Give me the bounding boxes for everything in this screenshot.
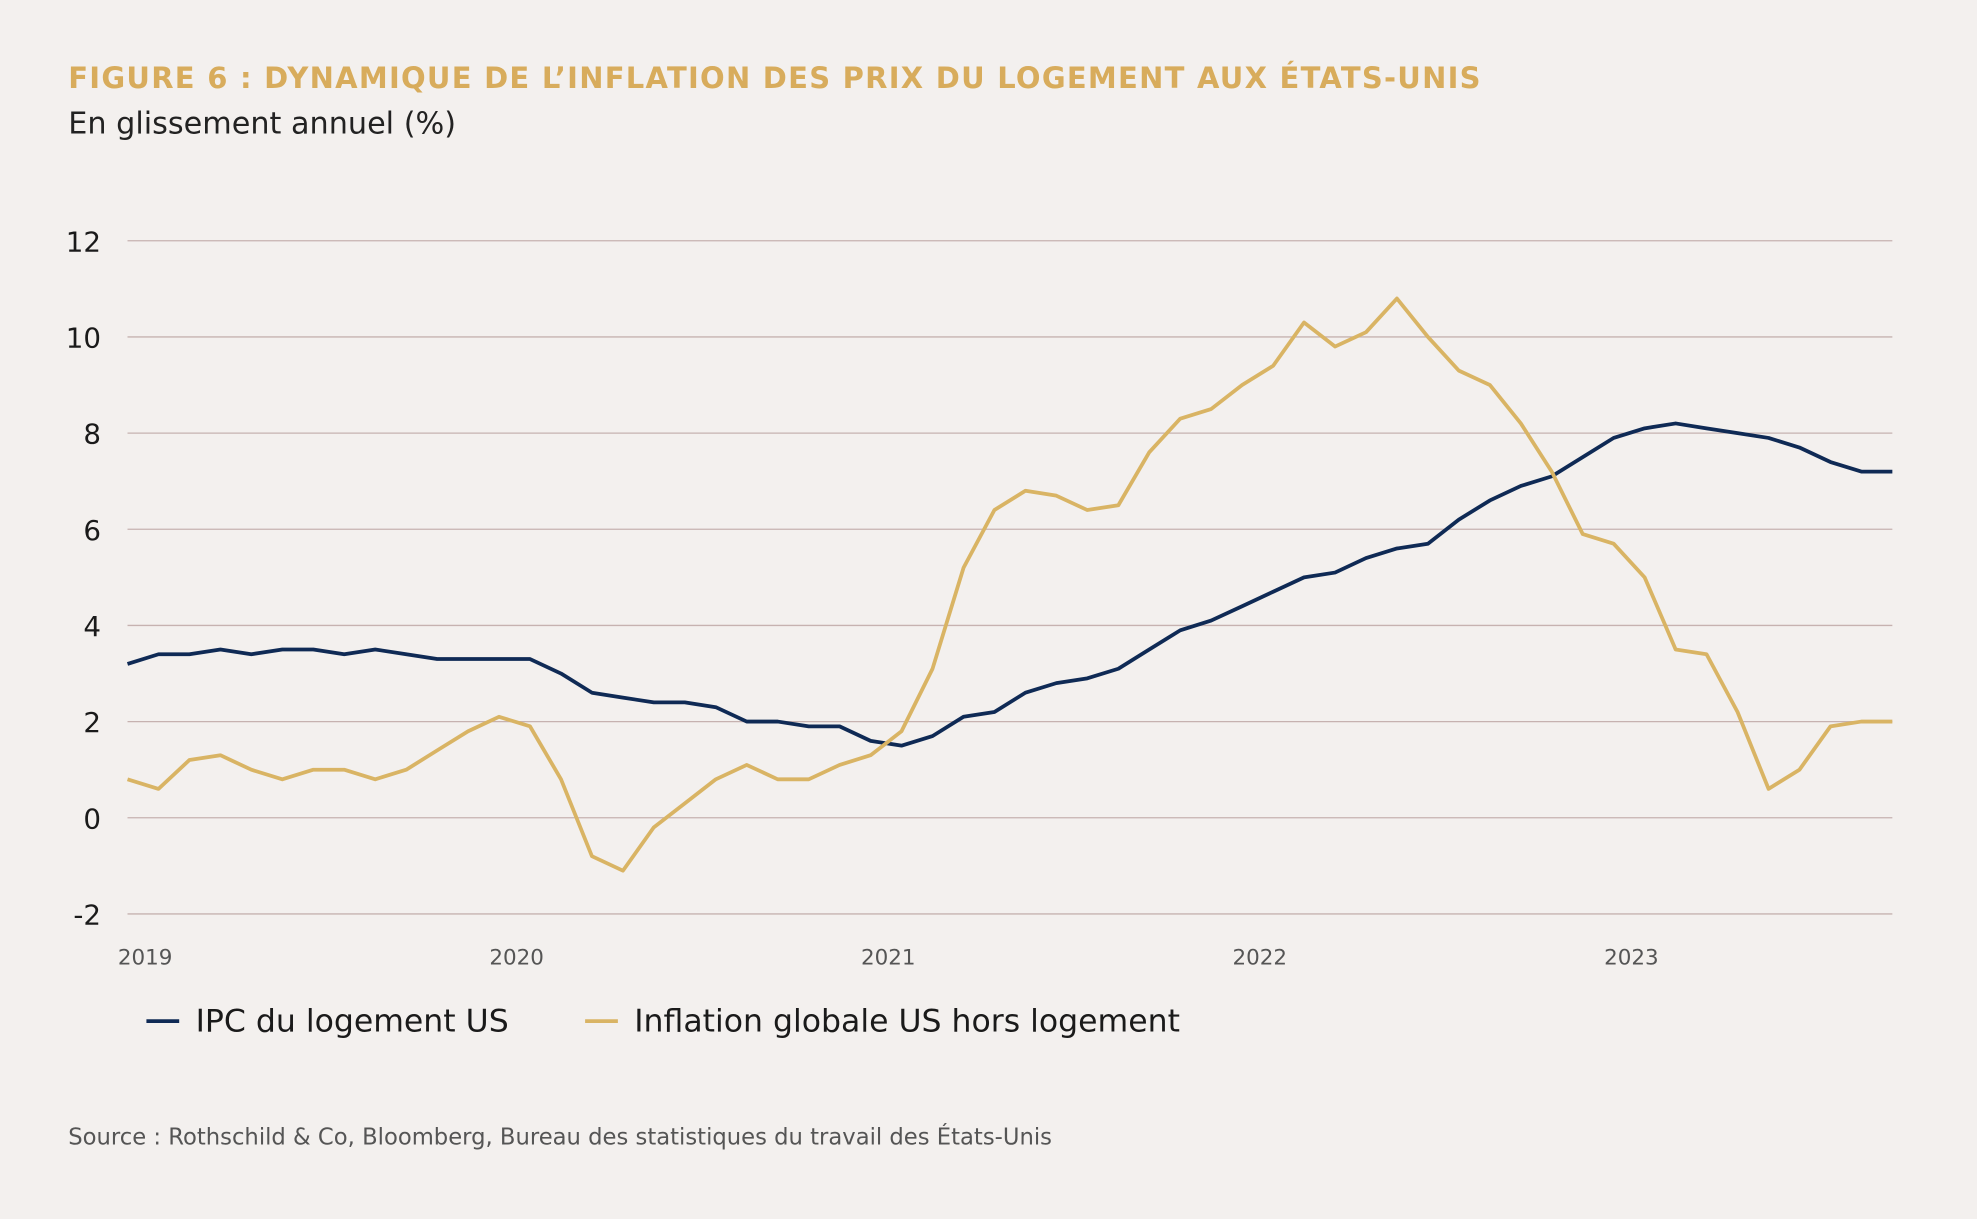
legend-label: Inflation globale US hors logement <box>634 1003 1180 1039</box>
y-tick-label: 2 <box>83 706 101 739</box>
y-tick-label: 8 <box>83 418 101 451</box>
series-line <box>126 296 1893 873</box>
y-tick-label: 6 <box>83 514 101 547</box>
series-line <box>126 421 1893 748</box>
x-tick-label: 2020 <box>489 945 544 970</box>
y-tick-label: 4 <box>83 610 101 643</box>
y-tick-label: 12 <box>66 225 101 258</box>
y-tick-label: 0 <box>83 802 101 835</box>
y-tick-label: 10 <box>66 321 101 354</box>
x-tick-label: 2023 <box>1604 945 1659 970</box>
y-tick-label: -2 <box>73 898 101 931</box>
chart-title: FIGURE 6 : DYNAMIQUE DE L’INFLATION DES … <box>68 61 1482 95</box>
source-note: Source : Rothschild & Co, Bloomberg, Bur… <box>68 1123 1052 1151</box>
chart-subtitle: En glissement annuel (%) <box>68 107 456 142</box>
legend-label: IPC du logement US <box>196 1003 509 1039</box>
x-tick-label: 2019 <box>118 945 173 970</box>
x-tick-label: 2021 <box>861 945 916 970</box>
x-tick-label: 2022 <box>1233 945 1288 970</box>
